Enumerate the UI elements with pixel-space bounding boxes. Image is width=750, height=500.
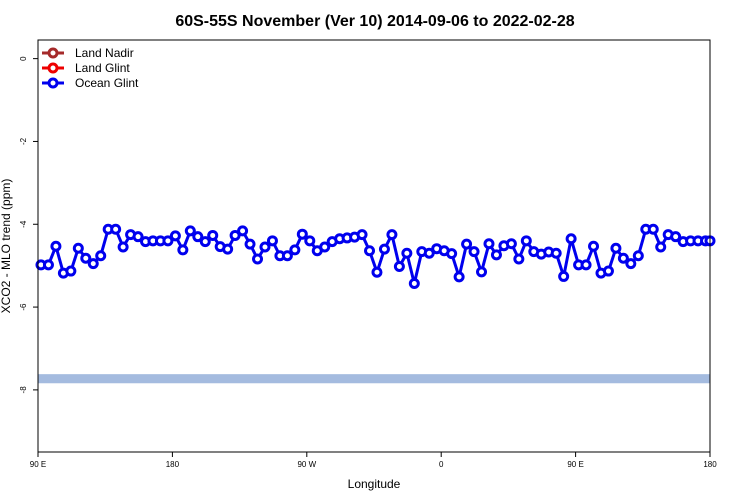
data-point bbox=[207, 229, 219, 241]
data-point bbox=[408, 277, 420, 289]
data-point bbox=[632, 250, 644, 262]
x-tick-label: 90 E bbox=[30, 460, 46, 469]
data-point bbox=[453, 271, 465, 283]
data-point bbox=[259, 241, 271, 253]
data-point bbox=[647, 223, 659, 235]
x-tick-label: 180 bbox=[166, 460, 180, 469]
data-point bbox=[513, 253, 525, 265]
data-point bbox=[446, 248, 458, 260]
data-point bbox=[476, 266, 488, 278]
data-point bbox=[110, 223, 122, 235]
data-point bbox=[655, 241, 667, 253]
data-point bbox=[371, 266, 383, 278]
y-tick-label: -8 bbox=[19, 386, 28, 394]
y-axis-label: XCO2 - MLO trend (ppm) bbox=[0, 179, 13, 314]
data-point bbox=[72, 242, 84, 254]
data-point bbox=[319, 241, 331, 253]
data-point bbox=[580, 259, 592, 271]
data-point bbox=[625, 258, 637, 270]
data-point bbox=[80, 252, 92, 264]
data-point bbox=[296, 228, 308, 240]
data-point bbox=[558, 270, 570, 282]
legend-label: Ocean Glint bbox=[75, 76, 139, 90]
legend-marker bbox=[47, 77, 59, 89]
data-point bbox=[192, 231, 204, 243]
data-point bbox=[50, 240, 62, 252]
data-point bbox=[117, 241, 129, 253]
data-point bbox=[602, 265, 614, 277]
data-point bbox=[237, 225, 249, 237]
data-point bbox=[87, 258, 99, 270]
legend-marker bbox=[47, 62, 59, 74]
data-point bbox=[95, 250, 107, 262]
data-point bbox=[378, 243, 390, 255]
data-point bbox=[177, 244, 189, 256]
y-tick-label: -4 bbox=[19, 220, 28, 228]
data-point bbox=[132, 231, 144, 243]
data-point bbox=[520, 235, 532, 247]
data-point bbox=[401, 247, 413, 259]
legend-label: Land Glint bbox=[75, 61, 130, 75]
data-point bbox=[281, 250, 293, 262]
data-point bbox=[304, 235, 316, 247]
legend-marker bbox=[47, 47, 59, 59]
data-point bbox=[244, 238, 256, 250]
data-point bbox=[617, 252, 629, 264]
data-point bbox=[356, 229, 368, 241]
data-point bbox=[393, 260, 405, 272]
data-point bbox=[610, 242, 622, 254]
data-point bbox=[169, 230, 181, 242]
y-axis: 0 -2 -4 -6 -8 bbox=[19, 56, 38, 394]
data-point bbox=[184, 225, 196, 237]
data-point bbox=[386, 229, 398, 241]
data-point bbox=[289, 244, 301, 256]
chart-title: 60S-55S November (Ver 10) 2014-09-06 to … bbox=[175, 13, 574, 30]
data-point bbox=[490, 249, 502, 261]
data-point bbox=[670, 231, 682, 243]
x-tick-label: 90 W bbox=[297, 460, 316, 469]
x-axis: 90 E 180 90 W 0 90 E 180 bbox=[30, 452, 717, 469]
legend-label: Land Nadir bbox=[75, 46, 134, 60]
data-point bbox=[266, 235, 278, 247]
data-point bbox=[565, 233, 577, 245]
data-point bbox=[550, 247, 562, 259]
series-layer bbox=[35, 223, 716, 289]
data-point bbox=[42, 259, 54, 271]
data-point bbox=[222, 243, 234, 255]
data-point bbox=[483, 238, 495, 250]
data-point bbox=[505, 238, 517, 250]
y-tick-label: -2 bbox=[19, 137, 28, 145]
x-axis-label: Longitude bbox=[348, 477, 401, 491]
y-tick-label: -6 bbox=[19, 303, 28, 311]
data-point bbox=[65, 265, 77, 277]
plot-frame bbox=[37, 39, 711, 453]
x-tick-label: 0 bbox=[439, 460, 444, 469]
data-point bbox=[364, 245, 376, 257]
band-layer bbox=[38, 374, 710, 384]
data-point bbox=[588, 240, 600, 252]
reference-band bbox=[38, 374, 710, 384]
y-tick-label: 0 bbox=[19, 56, 28, 61]
data-point bbox=[162, 235, 174, 247]
data-point bbox=[229, 229, 241, 241]
data-point bbox=[461, 238, 473, 250]
data-point bbox=[252, 253, 264, 265]
x-tick-label: 180 bbox=[703, 460, 717, 469]
x-tick-label: 90 E bbox=[567, 460, 583, 469]
data-point bbox=[199, 236, 211, 248]
data-point bbox=[468, 246, 480, 258]
data-point bbox=[423, 247, 435, 259]
